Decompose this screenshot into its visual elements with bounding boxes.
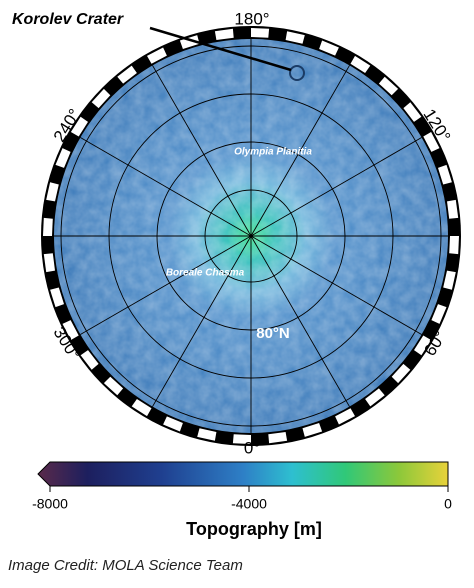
meridian — [150, 62, 252, 237]
bezel-segment — [447, 199, 459, 219]
callout-label: Korolev Crater — [12, 11, 124, 28]
bezel-segment — [50, 287, 64, 308]
crater — [289, 65, 305, 81]
graticule — [54, 39, 448, 433]
callout-arrow — [149, 26, 292, 72]
colorbar-tick-label: 0 — [444, 496, 452, 512]
bezel-segment — [46, 182, 59, 202]
bezel-segment — [251, 28, 270, 38]
bezel-segment — [378, 76, 399, 96]
bezel-segment — [443, 270, 456, 290]
colorbar: -8000 -4000 0 — [32, 461, 452, 512]
bezel-segment — [438, 164, 452, 185]
bezel-segment — [80, 350, 99, 370]
bezel-segment — [423, 132, 440, 152]
bezel-segment — [285, 31, 305, 44]
feature-label: Boreale Chasma — [166, 268, 245, 279]
colorbar-title: Topography [m] — [186, 519, 322, 539]
bezel-segment — [414, 335, 432, 356]
bezel-segment — [55, 148, 71, 168]
bezel-segment — [103, 376, 124, 396]
bezel-segment — [319, 40, 339, 56]
meridian — [250, 235, 352, 410]
meridian — [250, 62, 352, 237]
bezel-segment — [117, 65, 137, 84]
bezel-segment — [449, 236, 459, 255]
bezel-segment — [179, 35, 200, 49]
colorbar-tick-label: -4000 — [231, 496, 267, 512]
meridian — [250, 135, 425, 237]
meridian — [150, 235, 252, 410]
bezel-segment — [197, 428, 217, 441]
bezel-segment — [43, 217, 53, 236]
bezel-segment — [365, 388, 385, 407]
bezel-segment — [214, 28, 234, 40]
bezel-segment — [232, 434, 251, 444]
latitude-label: 80°N — [256, 325, 290, 342]
colorbar-tick-label: -8000 — [32, 496, 68, 512]
bezel-segment — [335, 408, 355, 425]
bezel-segment — [70, 116, 88, 137]
bezel-segment — [147, 47, 167, 64]
polar-map — [41, 26, 461, 446]
bezel-segment — [91, 88, 111, 109]
bezel-segment — [163, 416, 183, 432]
bezel-segment — [431, 304, 447, 324]
longitude-label: 180° — [234, 9, 269, 28]
meridian — [77, 235, 252, 337]
bezel-segment — [403, 102, 422, 122]
bezel-segment — [43, 253, 55, 273]
meridian — [250, 235, 425, 337]
bezel-segment — [350, 55, 371, 73]
bezel-segment — [391, 363, 411, 384]
bezel-segment — [62, 320, 79, 340]
meridian — [77, 135, 252, 237]
bezel-segment — [268, 432, 288, 444]
longitude-label: 0° — [244, 438, 260, 457]
colorbar-gradient — [37, 461, 449, 487]
bezel-segment — [131, 399, 152, 417]
bezel-segment — [302, 423, 323, 437]
bezel-checker — [43, 28, 459, 444]
credit: Image Credit: MOLA Science Team — [8, 557, 243, 574]
feature-label: Olympia Planitia — [234, 147, 312, 158]
